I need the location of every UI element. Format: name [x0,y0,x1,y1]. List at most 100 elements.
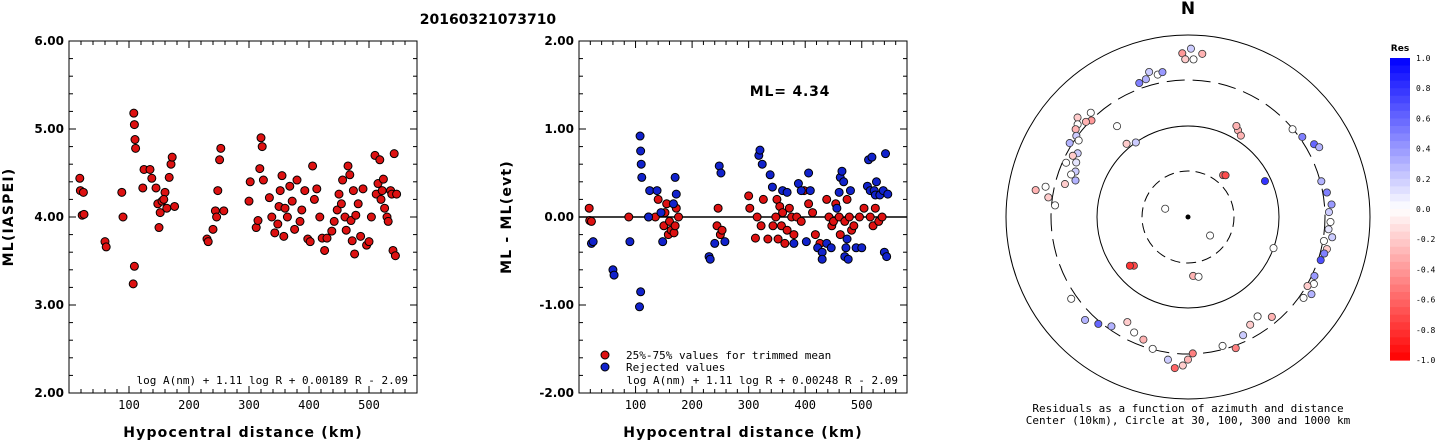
residual-points [584,131,893,312]
residual-point-series-1 [625,237,635,247]
residual-point-series-1 [765,170,775,180]
residual-point-series-1 [609,270,619,280]
residual-point-series-1 [805,186,815,196]
azimuth-station-point [1067,294,1076,303]
residual-point-series-0 [844,212,854,222]
colorbar-tick-label: 0.6 [1416,114,1431,123]
magnitude-point-series-0 [75,173,85,183]
azimuth-station-point [1231,344,1240,353]
colorbar-cell [1390,299,1410,308]
magnitude-point-series-0 [145,164,155,174]
colorbar-cell [1390,322,1410,331]
azimuth-station-point [1181,55,1190,64]
azimuth-station-point [1310,271,1319,280]
residual-point-series-0 [584,203,594,213]
colorbar-cell [1390,133,1410,142]
residual-point-series-1 [826,243,836,253]
azimuth-station-point [1141,75,1150,84]
colorbar-cell [1390,156,1410,165]
azimuth-station-point [1324,225,1333,234]
residual-point-series-1 [796,186,806,196]
residual-point-series-0 [782,225,792,235]
magnitude-point-series-0 [282,212,292,222]
magnitude-point-series-0 [356,231,366,241]
azimuth-station-point [1188,349,1197,358]
magnitude-y-tick-label: 6.00 [34,34,64,48]
residual-panel: 100 200 300 400 500 -2.00 -1.00 0.00 1.00 2.00 ML… [499,34,908,441]
magnitude-point-series-0 [253,216,263,226]
magnitude-point-series-0 [305,237,315,247]
residual-point-series-1 [755,145,765,155]
north-label: N [1181,0,1195,19]
magnitude-point-series-0 [215,155,225,165]
residual-point-series-1 [637,172,647,182]
azimuth-station-point [1315,143,1324,152]
azimuth-station-point [1148,344,1157,353]
colorbar-title: Res [1391,44,1409,54]
magnitude-point-series-0 [297,205,307,215]
residual-point-series-1 [671,189,681,199]
residual-point-series-1 [882,252,892,262]
residual-point-series-0 [854,212,864,222]
magnitude-point-series-0 [203,237,213,247]
colorbar-cell [1390,352,1410,361]
magnitude-point-series-0 [334,189,344,199]
azimuth-station-point [1139,335,1148,344]
magnitude-point-series-0 [295,216,305,226]
residual-point-series-1 [635,131,645,141]
magnitude-x-tick-label: 300 [238,398,260,412]
colorbar-tick-label: 0.4 [1416,145,1431,154]
magnitude-point-series-0 [270,228,280,238]
azimuth-station-point [1324,208,1333,217]
residual-point-series-1 [841,243,851,253]
colorbar-cell [1390,103,1410,112]
magnitude-point-series-0 [280,203,290,213]
magnitude-x-axis-label: Hypocentral distance (km) [123,425,363,441]
azimuth-station-point [1060,180,1069,189]
colorbar-cell [1390,314,1410,323]
magnitude-point-series-0 [264,193,274,203]
ring-30km [1141,170,1235,264]
residual-point-series-1 [867,152,877,162]
residual-point-series-0 [822,194,832,204]
residual-point-series-0 [804,199,814,209]
residual-point-series-1 [656,208,666,218]
magnitude-point-series-0 [257,142,267,152]
azimuth-station-point [1074,136,1083,145]
magnitude-point-series-0 [275,186,285,196]
magnitude-point-series-0 [130,135,140,145]
azimuth-station-point [1269,244,1278,253]
magnitude-point-series-0 [78,187,88,197]
legend-label-trimmed: 25%-75% values for trimmed mean [626,349,831,362]
colorbar-cell [1390,58,1410,67]
residual-point-series-1 [845,186,855,196]
magnitude-point-series-0 [383,216,393,226]
residual-point-series-1 [716,168,726,178]
residual-y-tick-label: -1.00 [539,298,574,312]
residual-point-series-1 [832,203,842,213]
residual-point-series-0 [778,208,788,218]
residual-point-series-1 [668,199,678,209]
residual-point-series-0 [756,221,766,231]
colorbar-cell [1390,216,1410,225]
magnitude-point-series-0 [378,174,388,184]
residual-point-series-0 [835,230,845,240]
magnitude-point-series-0 [208,224,218,234]
azimuth-station-point [1246,320,1255,329]
azimuth-station-point [1267,312,1276,321]
colorbar-tick-label: 0.8 [1416,84,1431,93]
magnitude-point-series-0 [308,161,318,171]
magnitude-x-tick-label: 400 [298,398,320,412]
event-magnitude-label: ML= 4.34 [750,84,830,100]
azimuth-station-point [1145,67,1154,76]
azimuth-station-point [1316,256,1325,265]
residual-legend: 25%-75% values for trimmed mean Rejected… [600,349,831,374]
magnitude-x-tick-label: 100 [118,398,140,412]
azimuth-station-point [1158,68,1167,77]
magnitude-point-series-0 [256,133,266,143]
magnitude-point-series-0 [244,196,254,206]
magnitude-panel: 100 200 300 400 500 2.00 3.00 4.00 5.00 6.00 log … [1,34,418,441]
azimuth-station-point [1194,272,1203,281]
magnitude-point-series-0 [389,149,399,159]
residual-point-series-0 [789,230,799,240]
